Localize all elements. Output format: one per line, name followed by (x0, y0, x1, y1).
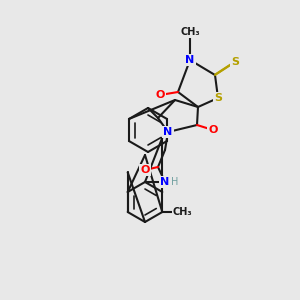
Text: N: N (160, 177, 169, 187)
Text: O: O (155, 90, 165, 100)
Text: CH₃: CH₃ (172, 207, 192, 217)
Text: O: O (140, 165, 150, 175)
Text: N: N (164, 127, 172, 137)
Text: O: O (208, 125, 218, 135)
Text: N: N (185, 55, 195, 65)
Text: CH₃: CH₃ (180, 27, 200, 37)
Text: H: H (171, 177, 178, 187)
Text: S: S (231, 57, 239, 67)
Text: S: S (214, 93, 222, 103)
